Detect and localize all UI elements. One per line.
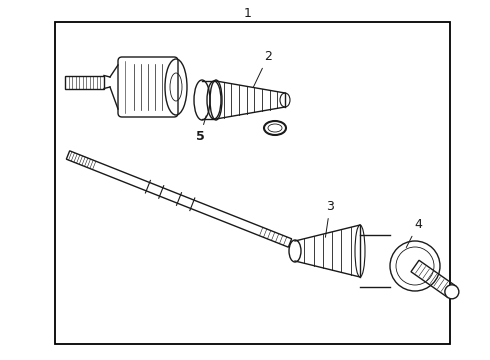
- Bar: [55, 22, 450, 344]
- Text: 5: 5: [196, 116, 206, 143]
- Text: 1: 1: [244, 6, 252, 19]
- Text: 4: 4: [406, 218, 422, 248]
- Ellipse shape: [445, 285, 459, 299]
- Text: 3: 3: [325, 200, 334, 237]
- Text: 2: 2: [253, 50, 272, 87]
- FancyBboxPatch shape: [118, 57, 178, 117]
